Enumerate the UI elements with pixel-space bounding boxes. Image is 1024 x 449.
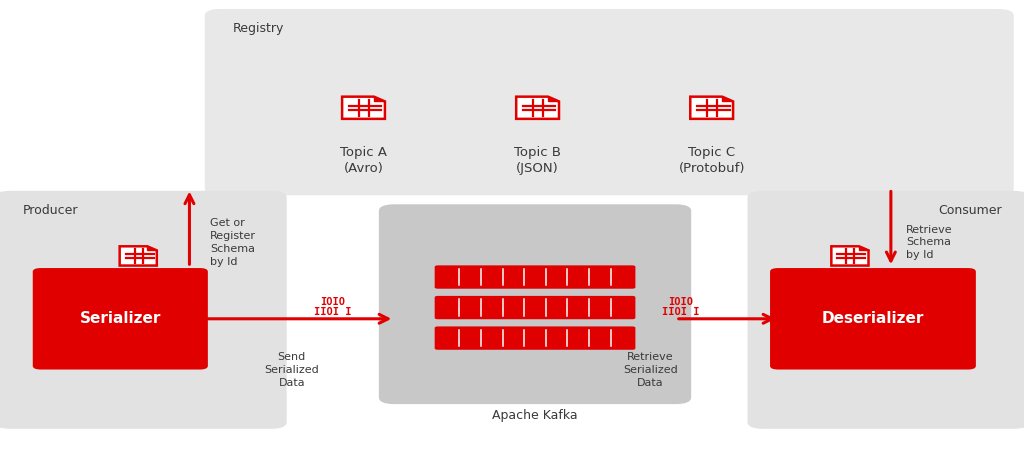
FancyBboxPatch shape	[379, 204, 691, 404]
Text: Consumer: Consumer	[938, 204, 1001, 217]
FancyBboxPatch shape	[434, 265, 635, 289]
Text: Apache Kafka: Apache Kafka	[493, 409, 578, 422]
Text: Get or
Register
Schema
by Id: Get or Register Schema by Id	[210, 218, 256, 267]
Text: Producer: Producer	[23, 204, 78, 217]
FancyBboxPatch shape	[748, 191, 1024, 429]
Text: Topic C
(Protobuf): Topic C (Protobuf)	[679, 146, 744, 175]
Polygon shape	[548, 97, 559, 101]
Text: Retrieve
Schema
by Id: Retrieve Schema by Id	[906, 224, 953, 260]
Polygon shape	[722, 97, 733, 101]
Text: Serializer: Serializer	[80, 311, 161, 326]
Polygon shape	[516, 97, 559, 119]
Polygon shape	[831, 247, 868, 265]
FancyBboxPatch shape	[0, 191, 287, 429]
FancyBboxPatch shape	[205, 9, 1014, 195]
Text: IIOI I: IIOI I	[663, 307, 699, 317]
FancyBboxPatch shape	[434, 296, 635, 319]
Text: Topic A
(Avro): Topic A (Avro)	[340, 146, 387, 175]
FancyBboxPatch shape	[770, 268, 976, 370]
Polygon shape	[859, 247, 868, 251]
Text: Retrieve
Serialized
Data: Retrieve Serialized Data	[623, 352, 678, 388]
Text: Deserializer: Deserializer	[822, 311, 924, 326]
FancyBboxPatch shape	[33, 268, 208, 370]
Text: Send
Serialized
Data: Send Serialized Data	[264, 352, 319, 388]
FancyBboxPatch shape	[434, 326, 635, 350]
Polygon shape	[120, 247, 157, 265]
Polygon shape	[690, 97, 733, 119]
Text: IOIO: IOIO	[669, 297, 693, 307]
Text: IOIO: IOIO	[321, 297, 345, 307]
Text: IIOI I: IIOI I	[314, 307, 351, 317]
Text: Registry: Registry	[232, 22, 284, 35]
Polygon shape	[374, 97, 385, 101]
Text: Topic B
(JSON): Topic B (JSON)	[514, 146, 561, 175]
Polygon shape	[342, 97, 385, 119]
Polygon shape	[147, 247, 157, 251]
